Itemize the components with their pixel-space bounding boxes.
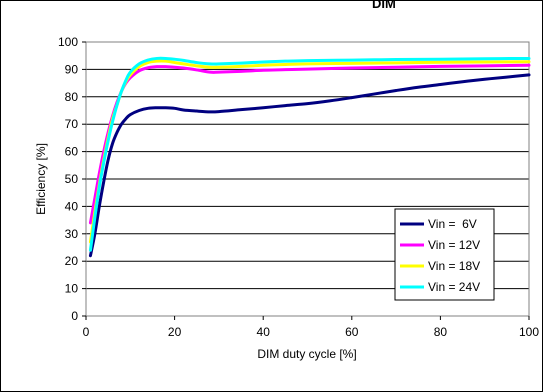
legend-label-vin-24v: Vin = 24V [428, 280, 480, 294]
y-axis-title: Efficiency [%] [34, 143, 48, 215]
series-line-vin-24v [88, 56, 531, 252]
x-axis-title: DIM duty cycle [%] [257, 347, 356, 361]
chart-title-fragment: DIM [372, 0, 396, 11]
y-tick-label: 60 [65, 145, 79, 159]
y-tick-label: 10 [65, 282, 79, 296]
y-tick-label: 40 [65, 199, 79, 213]
y-tick-label: 0 [71, 309, 78, 323]
y-tick-label: 80 [65, 90, 79, 104]
series-line-vin-6v [88, 73, 531, 258]
y-tick-label: 50 [65, 172, 79, 186]
x-tick-label: 80 [434, 325, 448, 339]
y-axis-ticks: 0 10 20 30 40 50 60 70 80 90 100 [58, 35, 86, 323]
y-tick-label: 20 [65, 254, 79, 268]
legend: Vin = 6V Vin = 12V Vin = 18V Vin = 24V [394, 208, 495, 301]
x-tick-label: 40 [257, 325, 271, 339]
x-tick-label: 100 [519, 325, 539, 339]
y-tick-label: 90 [65, 62, 79, 76]
legend-label-vin-18v: Vin = 18V [428, 259, 480, 273]
y-tick-label: 30 [65, 227, 79, 241]
x-tick-label: 20 [168, 325, 182, 339]
y-tick-label: 70 [65, 117, 79, 131]
x-axis-ticks: 0 20 40 60 80 100 [83, 316, 539, 339]
series-lines [88, 56, 531, 258]
y-tick-label: 100 [58, 35, 78, 49]
legend-label-vin-6v: Vin = 6V [428, 217, 477, 231]
x-tick-label: 60 [345, 325, 359, 339]
legend-label-vin-12v: Vin = 12V [428, 238, 480, 252]
x-tick-label: 0 [83, 325, 90, 339]
